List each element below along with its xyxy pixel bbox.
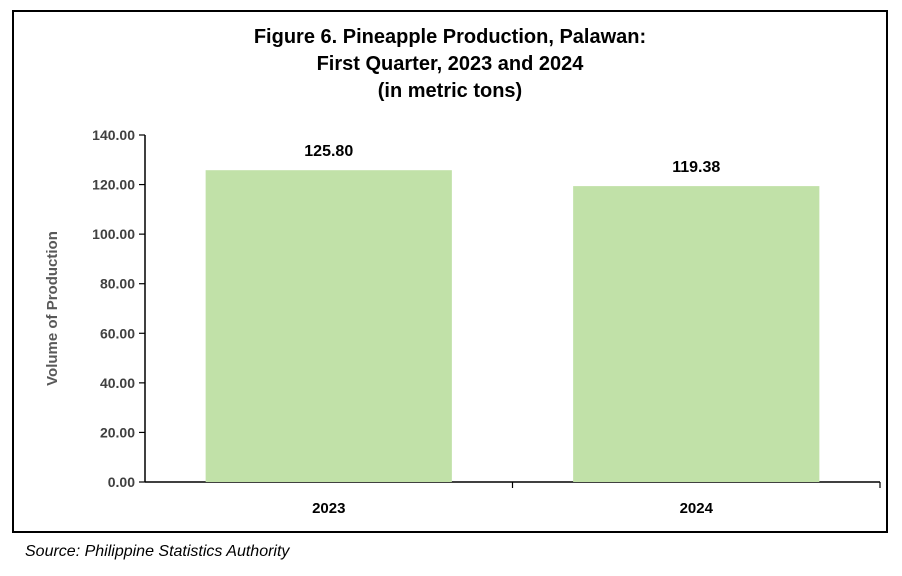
y-tick-label: 0.00	[108, 474, 135, 490]
chart-frame: Figure 6. Pineapple Production, Palawan:…	[12, 10, 888, 533]
y-tick-label: 140.00	[92, 127, 135, 143]
y-tick-label: 120.00	[92, 177, 135, 193]
bar-chart: 0.00 20.00 40.00 60.00 80.00 100.00 120.00 140.…	[44, 127, 881, 517]
y-tick-label: 20.00	[100, 424, 135, 440]
y-tick-label: 80.00	[100, 276, 135, 292]
y-axis-title: Volume of Production	[44, 231, 61, 386]
chart-title: Figure 6. Pineapple Production, Palawan:…	[14, 24, 886, 105]
bar-2023	[205, 170, 452, 482]
chart-title-line-1: Figure 6. Pineapple Production, Palawan:	[253, 26, 647, 48]
x-tick-label-2024: 2024	[680, 500, 714, 517]
bar-2024	[573, 186, 820, 482]
x-tick-label-2023: 2023	[312, 500, 345, 517]
y-tick-label: 40.00	[100, 375, 135, 391]
chart-title-line-2: First Quarter, 2023 and 2024	[316, 53, 584, 75]
y-tick-label: 60.00	[100, 325, 135, 341]
chart-title-line-3: (in metric tons)	[377, 80, 523, 102]
data-label-2023: 125.80	[304, 143, 353, 160]
y-tick-label: 100.00	[92, 226, 135, 242]
source-note: Source: Philippine Statistics Authority	[25, 543, 290, 560]
data-label-2024: 119.38	[672, 159, 720, 176]
